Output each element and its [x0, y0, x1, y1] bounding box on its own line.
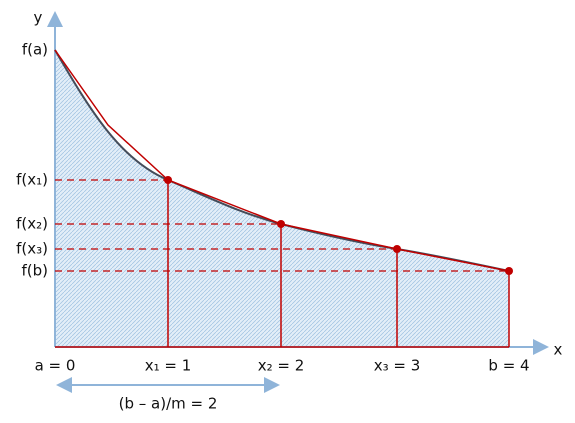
- area: [55, 50, 509, 347]
- x-label: x₁ = 1: [145, 357, 192, 375]
- step-label: (b – a)/m = 2: [119, 395, 218, 413]
- x-label: a = 0: [35, 357, 76, 375]
- x-label: x₂ = 2: [258, 357, 305, 375]
- verticals: [55, 180, 510, 348]
- point: [277, 220, 285, 228]
- points: [164, 176, 513, 275]
- point: [505, 267, 513, 275]
- x-label: x₃ = 3: [374, 357, 421, 375]
- y-axis-label: y: [34, 9, 43, 27]
- y-label: f(b): [21, 262, 48, 280]
- y-label: f(x₂): [16, 215, 48, 233]
- x-label: b = 4: [488, 357, 529, 375]
- point: [164, 176, 172, 184]
- y-label: f(x₃): [16, 240, 48, 258]
- y-label: f(a): [22, 41, 48, 59]
- x-axis-label: x: [554, 341, 563, 359]
- point: [393, 245, 401, 253]
- y-label: f(x₁): [16, 171, 48, 189]
- chords: [54, 49, 510, 272]
